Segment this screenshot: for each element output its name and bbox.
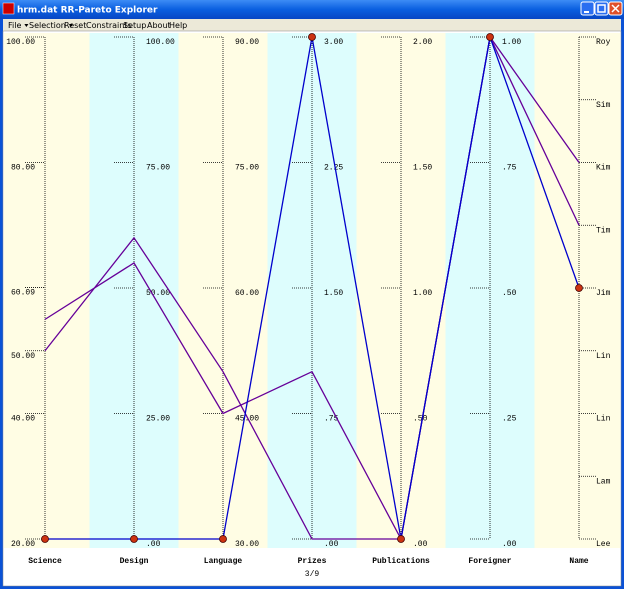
axis-label: Prizes	[298, 557, 327, 566]
menu-arrow	[24, 24, 29, 27]
data-point	[575, 284, 583, 292]
minimize-button[interactable]	[580, 1, 595, 16]
tick-label: Roy	[596, 38, 611, 47]
axis-band	[267, 33, 357, 548]
tick-label: 45.00	[235, 415, 259, 424]
menu-item[interactable]: Selection	[29, 21, 66, 30]
tick-label: 60.00	[235, 289, 259, 298]
tick-label: 1.50	[413, 164, 432, 173]
window-controls	[580, 1, 623, 16]
tick-label: 1.00	[413, 289, 432, 298]
axis-label: Publications	[372, 557, 430, 566]
axis-band	[445, 33, 535, 548]
tick-label: 75.00	[235, 164, 259, 173]
data-point	[130, 535, 138, 543]
title-bar	[0, 0, 624, 19]
axis-label: Language	[204, 557, 243, 566]
data-point	[486, 33, 494, 41]
tick-label: .75	[502, 164, 517, 173]
tick-label: .00	[324, 540, 339, 549]
menu-item[interactable]: Constraints	[86, 21, 132, 30]
tick-label: .50	[413, 415, 428, 424]
tick-label: 75.00	[146, 164, 170, 173]
axis-label: Design	[120, 557, 149, 566]
data-point	[219, 535, 227, 543]
tick-label: 25.00	[146, 415, 170, 424]
app-icon	[2, 2, 15, 15]
tick-label: 100.00	[146, 38, 175, 47]
tick-label: 2.00	[413, 38, 432, 47]
menu-item[interactable]: About	[147, 21, 171, 30]
tick-label: .25	[502, 415, 517, 424]
menu-item[interactable]: Setup	[123, 21, 146, 30]
tick-label: 2.25	[324, 164, 343, 173]
axis-band	[89, 33, 179, 548]
axis-band	[178, 33, 268, 548]
window-title: hrm.dat RR-Pareto Explorer	[17, 6, 158, 16]
page-indicator: 3/9	[305, 570, 320, 579]
tick-label: 30.00	[235, 540, 259, 549]
tick-label: 50.00	[11, 352, 35, 361]
tick-label: 1.50	[324, 289, 343, 298]
tick-label: .75	[324, 415, 339, 424]
menu-item[interactable]: File	[8, 21, 21, 30]
tick-label: .50	[502, 289, 517, 298]
tick-label: Jim	[596, 289, 611, 298]
tick-label: Kim	[596, 164, 611, 173]
tick-label: 100.00	[6, 38, 35, 47]
tick-label: 3.00	[324, 38, 343, 47]
tick-label: 1.00	[502, 38, 521, 47]
plot: Science 100.00 80.00 60.09 50.00 40.00 20.00 De…	[4, 33, 620, 566]
tick-label: 60.09	[11, 289, 35, 298]
axis-label: Name	[569, 557, 588, 566]
tick-label: 50.00	[146, 289, 170, 298]
tick-label: 20.00	[11, 540, 35, 549]
axis-band	[4, 33, 90, 548]
tick-label: .00	[146, 540, 161, 549]
tick-label: Tim	[596, 226, 611, 235]
tick-label: 90.00	[235, 38, 259, 47]
tick-label: Lin	[596, 352, 611, 361]
menu-item[interactable]: Help	[169, 21, 187, 30]
axis-label: Foreigner	[468, 557, 511, 566]
tick-label: Lee	[596, 540, 611, 549]
maximize-button[interactable]	[594, 1, 609, 16]
data-point	[308, 33, 316, 41]
tick-label: Sim	[596, 101, 611, 110]
tick-label: .00	[502, 540, 517, 549]
tick-label: Lam	[596, 477, 611, 486]
axis-band	[356, 33, 446, 548]
tick-label: 80.00	[11, 164, 35, 173]
data-point	[397, 535, 405, 543]
menu-bar	[3, 19, 621, 31]
tick-label: 40.00	[11, 415, 35, 424]
menu-arrow	[68, 24, 73, 27]
menu-item[interactable]: Reset	[64, 21, 86, 30]
data-point	[41, 535, 49, 543]
tick-label: Lin	[596, 415, 611, 424]
tick-label: .00	[413, 540, 428, 549]
axis-label: Science	[28, 557, 62, 566]
